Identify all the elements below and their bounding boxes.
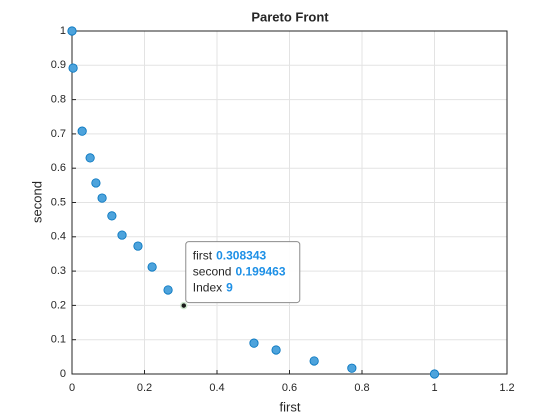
point (97, 193, 107, 203)
datatip-row: second 0.199463 (193, 265, 286, 279)
point (91, 178, 101, 188)
x-tick-label: 0 (69, 382, 75, 394)
datatip-label: second (193, 265, 232, 279)
datatip-label: Index (193, 281, 222, 295)
point (347, 363, 357, 373)
x-tick-label: 0.2 (137, 382, 152, 394)
y-tick-label: 0.3 (51, 265, 66, 277)
point (77, 126, 87, 136)
x-tick-label: 1 (431, 382, 437, 394)
datatip-row: Index 9 (193, 281, 233, 295)
y-tick-label: 0 (60, 368, 66, 380)
x-tick-label: 0.4 (209, 382, 224, 394)
datatip-value: 0.199463 (235, 265, 285, 279)
x-tick-label: 0.6 (282, 382, 297, 394)
x-tick-label: 1.2 (499, 382, 514, 394)
datatip-value: 0.308343 (216, 249, 266, 263)
point (271, 345, 281, 355)
point (68, 63, 78, 73)
point (309, 356, 319, 366)
datatip-row: first 0.308343 (193, 249, 267, 263)
point (163, 285, 173, 295)
y-tick-label: 0.4 (51, 231, 66, 243)
point (249, 338, 259, 348)
point (107, 211, 117, 221)
x-axis-label: first (280, 399, 301, 414)
y-axis-label: second (29, 181, 44, 223)
y-tick-label: 1 (60, 25, 66, 37)
y-tick-label: 0.6 (51, 162, 66, 174)
selected-point (180, 301, 188, 310)
point (67, 26, 77, 36)
y-tick-label: 0.1 (51, 334, 66, 346)
y-tick-label: 0.7 (51, 128, 66, 140)
datatip-box (185, 241, 301, 304)
point (117, 230, 127, 240)
y-tick-label: 0.9 (51, 59, 66, 71)
point (133, 241, 143, 251)
datatip-label: first (193, 249, 213, 263)
datatip-value: 9 (226, 281, 233, 295)
y-tick-label: 0.2 (51, 299, 66, 311)
x-tick-label: 0.8 (354, 382, 369, 394)
y-tick-label: 0.8 (51, 94, 66, 106)
y-tick-label: 0.5 (51, 196, 66, 208)
point (85, 153, 95, 163)
chart-title: Pareto Front (251, 9, 329, 24)
point (147, 262, 157, 272)
point (429, 369, 440, 379)
